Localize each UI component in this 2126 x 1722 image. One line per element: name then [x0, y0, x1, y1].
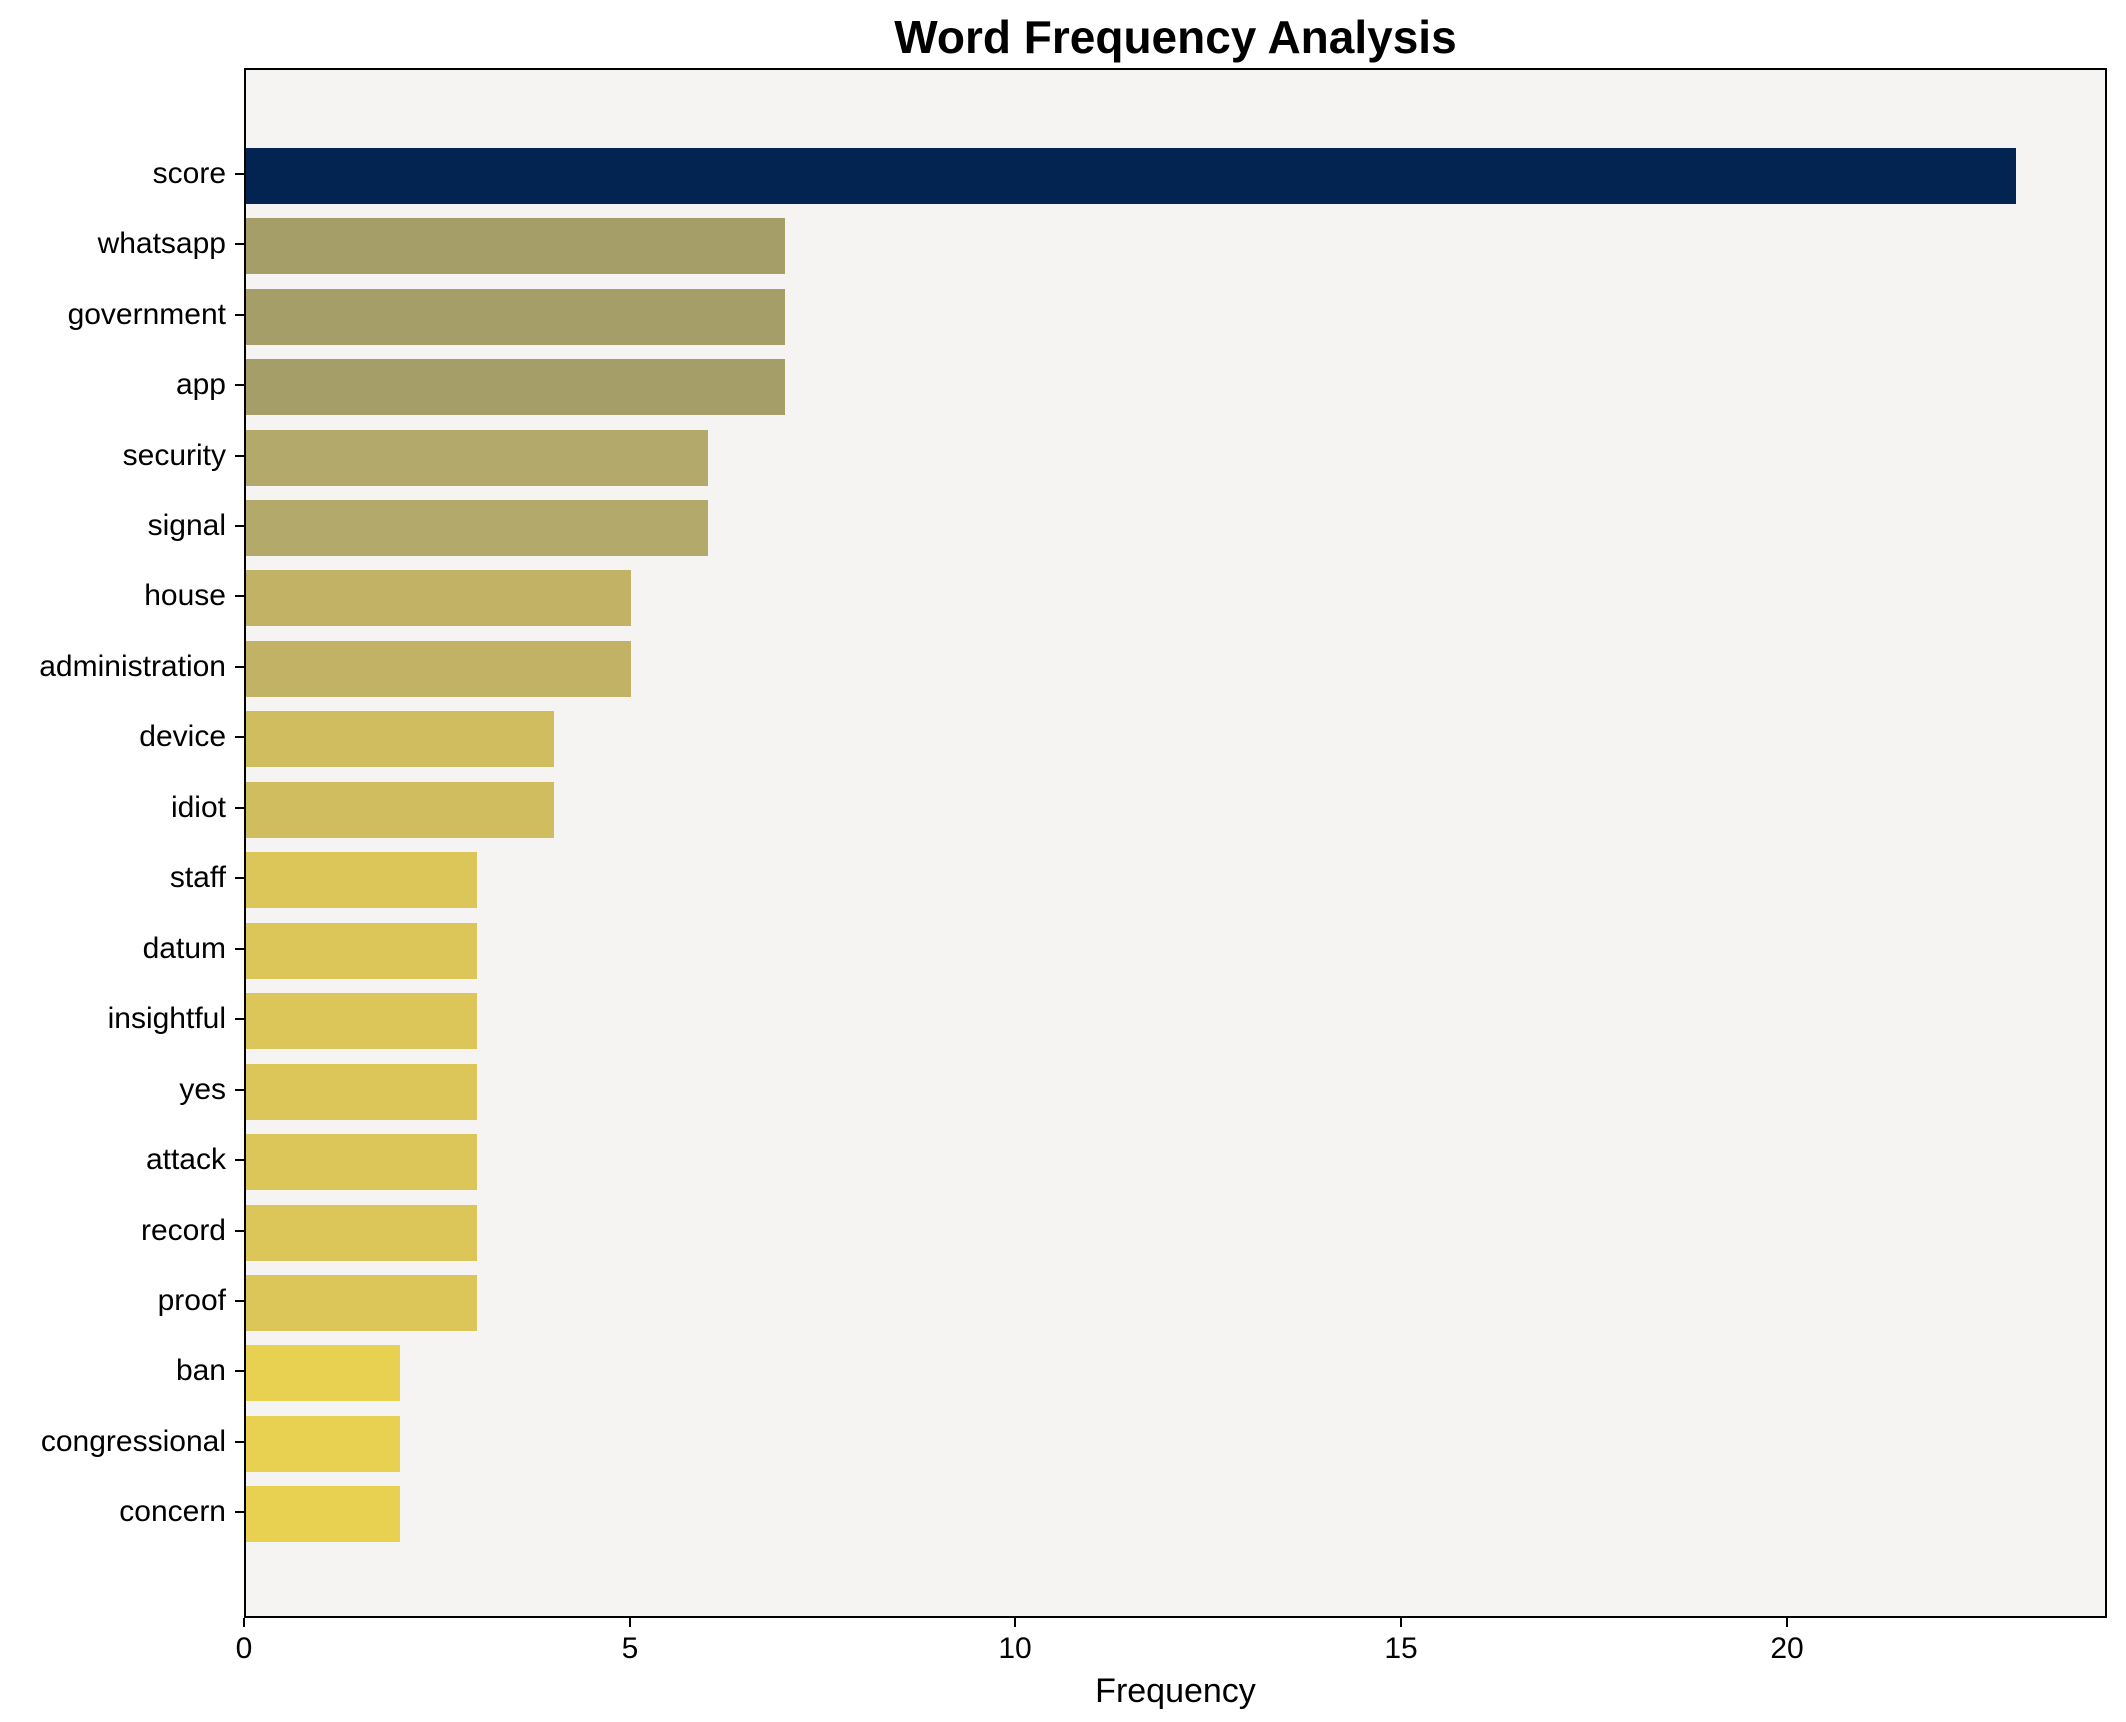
bar-security — [246, 430, 708, 486]
y-tick-label-yes: yes — [179, 1073, 226, 1106]
y-tick-mark — [235, 736, 244, 738]
bar-score — [246, 148, 2017, 204]
y-tick-mark — [235, 384, 244, 386]
bar-attack — [246, 1134, 477, 1190]
y-tick-label-concern: concern — [119, 1495, 226, 1528]
x-tick-label-20: 20 — [1770, 1632, 1804, 1665]
bar-proof — [246, 1275, 477, 1331]
x-tick-mark — [1400, 1618, 1402, 1627]
bar-device — [246, 711, 554, 767]
y-tick-label-administration: administration — [39, 650, 226, 683]
y-tick-mark — [235, 1370, 244, 1372]
bar-app — [246, 359, 785, 415]
bar-house — [246, 570, 631, 626]
y-tick-mark — [235, 525, 244, 527]
y-tick-mark — [235, 1441, 244, 1443]
y-tick-label-datum: datum — [142, 932, 226, 965]
x-axis-title: Frequency — [1095, 1672, 1256, 1710]
y-tick-mark — [235, 1300, 244, 1302]
y-tick-label-congressional: congressional — [40, 1425, 226, 1458]
y-tick-mark — [235, 807, 244, 809]
x-tick-label-0: 0 — [235, 1632, 253, 1665]
y-tick-mark — [235, 1230, 244, 1232]
y-tick-mark — [235, 1511, 244, 1513]
bar-government — [246, 289, 785, 345]
x-tick-mark — [243, 1618, 245, 1627]
y-tick-label-whatsapp: whatsapp — [97, 227, 226, 260]
bar-yes — [246, 1064, 477, 1120]
y-tick-label-app: app — [175, 368, 226, 401]
bar-datum — [246, 923, 477, 979]
bar-insightful — [246, 993, 477, 1049]
y-tick-label-government: government — [67, 298, 226, 331]
bar-concern — [246, 1486, 400, 1542]
y-tick-label-security: security — [122, 439, 226, 472]
plot-area — [244, 68, 2107, 1618]
x-tick-label-10: 10 — [998, 1632, 1032, 1665]
bar-whatsapp — [246, 218, 785, 274]
bar-ban — [246, 1345, 400, 1401]
x-tick-label-5: 5 — [621, 1632, 639, 1665]
y-tick-mark — [235, 243, 244, 245]
y-tick-mark — [235, 666, 244, 668]
y-tick-label-score: score — [152, 157, 226, 190]
y-tick-mark — [235, 173, 244, 175]
y-tick-mark — [235, 948, 244, 950]
bar-signal — [246, 500, 708, 556]
x-tick-mark — [629, 1618, 631, 1627]
y-tick-label-device: device — [139, 720, 226, 753]
x-tick-mark — [1786, 1618, 1788, 1627]
y-tick-label-insightful: insightful — [107, 1002, 226, 1035]
y-tick-label-staff: staff — [169, 861, 226, 894]
y-tick-mark — [235, 595, 244, 597]
y-tick-label-attack: attack — [145, 1143, 226, 1176]
y-tick-mark — [235, 314, 244, 316]
y-tick-label-signal: signal — [147, 509, 226, 542]
y-tick-label-proof: proof — [157, 1284, 226, 1317]
y-tick-mark — [235, 1018, 244, 1020]
y-tick-label-ban: ban — [175, 1354, 226, 1387]
chart-title: Word Frequency Analysis — [894, 11, 1457, 63]
x-tick-label-15: 15 — [1384, 1632, 1418, 1665]
y-tick-label-house: house — [144, 579, 226, 612]
bar-staff — [246, 852, 477, 908]
bar-congressional — [246, 1416, 400, 1472]
y-tick-mark — [235, 1159, 244, 1161]
bar-idiot — [246, 782, 554, 838]
y-tick-mark — [235, 1089, 244, 1091]
x-tick-mark — [1014, 1618, 1016, 1627]
y-tick-label-idiot: idiot — [170, 791, 226, 824]
bar-administration — [246, 641, 631, 697]
y-tick-label-record: record — [140, 1214, 226, 1247]
y-tick-mark — [235, 455, 244, 457]
y-tick-mark — [235, 877, 244, 879]
bar-record — [246, 1205, 477, 1261]
